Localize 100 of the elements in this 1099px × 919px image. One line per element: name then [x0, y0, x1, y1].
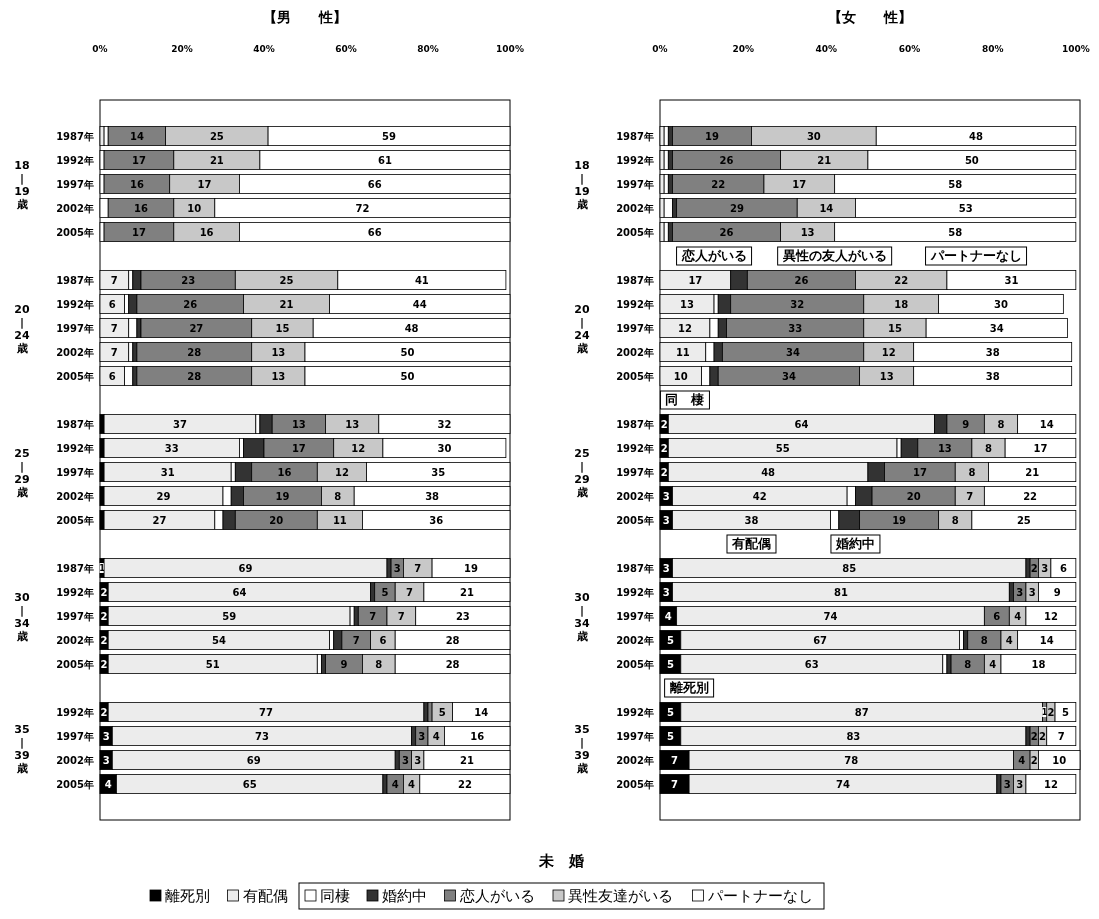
x-tick-label: 20% — [171, 44, 193, 54]
data-label: 33 — [788, 322, 803, 334]
y-tick-label: 1997年 — [616, 610, 654, 622]
y-tick-label: 1992年 — [56, 586, 94, 598]
data-label: 8 — [997, 418, 1005, 430]
data-label: 63 — [804, 658, 819, 670]
y-tick-label: 1992年 — [616, 154, 654, 166]
bar — [103, 438, 240, 458]
x-tick-label: 100% — [496, 44, 524, 54]
data-label: 7 — [966, 490, 974, 502]
data-label: 8 — [985, 442, 993, 454]
y-tick-label: 2002年 — [616, 346, 654, 358]
data-label: 21 — [459, 754, 474, 766]
data-label: 8 — [980, 634, 988, 646]
data-label: 1 — [99, 563, 106, 573]
annotation: パートナーなし — [929, 248, 1022, 264]
data-label: 65 — [242, 778, 257, 790]
data-label: 13 — [271, 370, 286, 382]
data-label: 22 — [1023, 490, 1038, 502]
data-label: 7 — [671, 754, 679, 766]
data-label: 50 — [400, 370, 415, 382]
data-label: 33 — [164, 442, 179, 454]
data-label: 3 — [102, 730, 110, 742]
data-label: 8 — [951, 514, 959, 526]
data-label: 14 — [1039, 418, 1054, 430]
y-tick-label: 1992年 — [56, 706, 94, 718]
data-label: 3 — [1003, 778, 1011, 790]
data-label: 36 — [429, 514, 444, 526]
y-tick-label: 2005年 — [56, 658, 94, 670]
data-label: 14 — [129, 130, 144, 142]
y-tick-label: 1987年 — [616, 274, 654, 286]
y-tick-label: 2002年 — [616, 490, 654, 502]
data-label: 7 — [369, 610, 377, 622]
data-label: 59 — [222, 610, 237, 622]
data-label: 26 — [794, 274, 809, 286]
data-label: 87 — [854, 706, 869, 718]
data-label: 9 — [340, 658, 348, 670]
y-tick-label: 1997年 — [56, 322, 94, 334]
y-tick-label: 2005年 — [56, 226, 94, 238]
data-label: 34 — [781, 370, 796, 382]
annotation: 同 棲 — [665, 392, 705, 408]
data-label: 38 — [425, 490, 440, 502]
y-tick-label: 1997年 — [616, 466, 654, 478]
data-label: 14 — [819, 202, 834, 214]
data-label: 5 — [438, 706, 446, 718]
y-tick-label: 1997年 — [616, 730, 654, 742]
data-label: 12 — [1043, 778, 1058, 790]
data-label: 48 — [404, 322, 419, 334]
data-label: 37 — [172, 418, 187, 430]
data-label: 19 — [275, 490, 290, 502]
chart-title: 【男 性】 — [263, 9, 347, 25]
data-label: 12 — [334, 466, 349, 478]
data-label: 4 — [391, 778, 399, 790]
data-label: 81 — [833, 586, 848, 598]
data-label: 15 — [275, 322, 290, 334]
data-label: 69 — [246, 754, 261, 766]
data-label: 8 — [334, 490, 342, 502]
data-label: 6 — [108, 298, 116, 310]
data-label: 32 — [437, 418, 452, 430]
data-label: 48 — [761, 466, 776, 478]
text: 30 | 34 歳 — [574, 590, 590, 643]
data-label: 7 — [406, 586, 414, 598]
data-label: 16 — [470, 730, 485, 742]
y-tick-label: 2005年 — [616, 658, 654, 670]
data-label: 3 — [662, 490, 670, 502]
data-label: 4 — [408, 778, 416, 790]
y-tick-label: 2005年 — [56, 514, 94, 526]
x-tick-label: 20% — [732, 44, 754, 54]
data-label: 12 — [351, 442, 366, 454]
y-tick-label: 1992年 — [616, 298, 654, 310]
data-label: 9 — [1053, 586, 1061, 598]
x-tick-label: 60% — [335, 44, 357, 54]
data-label: 50 — [964, 154, 979, 166]
data-label: 10 — [1052, 754, 1067, 766]
y-tick-label: 2005年 — [616, 778, 654, 790]
data-label: 30 — [437, 442, 452, 454]
data-label: 3 — [102, 754, 110, 766]
data-label: 10 — [187, 202, 202, 214]
data-label: 7 — [414, 562, 422, 574]
y-tick-label: 1997年 — [616, 322, 654, 334]
data-label: 3 — [414, 754, 422, 766]
data-label: 3 — [662, 562, 670, 574]
y-tick-label: 2002年 — [616, 634, 654, 646]
legend-label: 異性友達がいる — [568, 887, 673, 906]
data-label: 74 — [823, 610, 838, 622]
y-tick-label: 1992年 — [616, 586, 654, 598]
y-tick-label: 2005年 — [616, 514, 654, 526]
x-tick-label: 40% — [253, 44, 275, 54]
data-label: 2 — [660, 442, 668, 454]
y-tick-label: 1987年 — [616, 130, 654, 142]
data-label: 4 — [104, 778, 112, 790]
data-label: 69 — [238, 562, 253, 574]
legend-label: 恋人がいる — [458, 887, 535, 906]
data-label: 19 — [705, 130, 719, 142]
data-label: 25 — [209, 130, 224, 142]
data-label: 28 — [187, 370, 202, 382]
y-tick-label: 1997年 — [56, 178, 94, 190]
legend-label: パートナーなし — [706, 887, 813, 906]
data-label: 3 — [1028, 586, 1036, 598]
y-tick-label: 1992年 — [616, 442, 654, 454]
